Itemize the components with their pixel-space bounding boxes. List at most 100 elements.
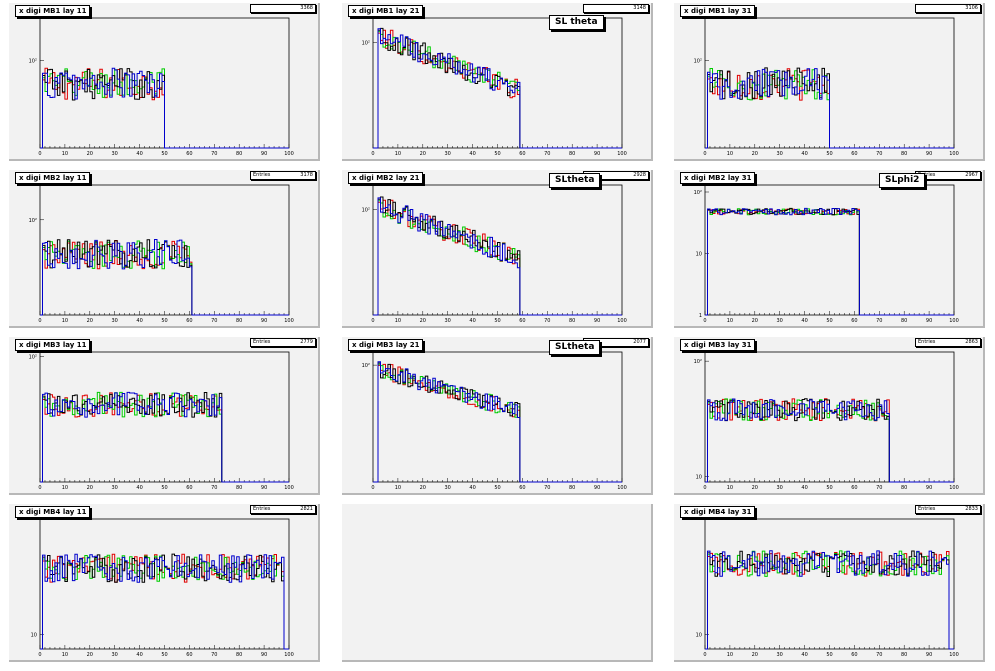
x-tick-label: 60 bbox=[186, 151, 192, 157]
x-tick-label: 70 bbox=[211, 151, 217, 157]
x-tick-label: 80 bbox=[569, 485, 575, 491]
superlayer-label: SLtheta bbox=[549, 173, 601, 188]
histogram-series bbox=[40, 553, 289, 650]
x-tick-label: 70 bbox=[876, 318, 882, 324]
x-tick-label: 20 bbox=[420, 318, 426, 324]
stats-value: 2967 bbox=[965, 172, 978, 178]
x-tick-label: 100 bbox=[617, 485, 627, 491]
histogram-series bbox=[705, 398, 954, 483]
x-tick-label: 100 bbox=[949, 485, 959, 491]
stats-box: Entries 2779 bbox=[250, 338, 316, 347]
x-tick-label: 80 bbox=[236, 652, 242, 658]
x-tick-label: 50 bbox=[826, 151, 832, 157]
stats-key: Entries bbox=[918, 339, 936, 345]
histogram-svg: 0 10 20 30 40 50 60 70 80 90 100 10 bbox=[31, 518, 294, 658]
histogram-svg: 0 10 20 30 40 50 60 70 80 90 100 10² 10 1 bbox=[694, 184, 959, 324]
x-tick-label: 30 bbox=[445, 318, 451, 324]
y-tick-label: 10² bbox=[694, 359, 702, 365]
histogram-title: x digi MB3 lay 11 bbox=[15, 339, 91, 351]
histogram-pad: 0 10 20 30 40 50 60 70 80 90 100 10² 10 1 x digi MB2 l… bbox=[674, 170, 985, 328]
x-tick-label: 0 bbox=[371, 318, 374, 324]
x-tick-label: 50 bbox=[161, 485, 167, 491]
y-tick-label: 1 bbox=[699, 313, 702, 319]
x-tick-label: 70 bbox=[876, 485, 882, 491]
x-tick-label: 60 bbox=[519, 151, 525, 157]
x-tick-label: 80 bbox=[901, 318, 907, 324]
x-tick-label: 100 bbox=[949, 652, 959, 658]
x-tick-label: 40 bbox=[801, 151, 807, 157]
histogram-pad: 0 10 20 30 40 50 60 70 80 90 100 10² x digi MB2 lay … bbox=[342, 170, 653, 328]
x-tick-label: 70 bbox=[211, 652, 217, 658]
histogram-svg: 0 10 20 30 40 50 60 70 80 90 100 10² bbox=[362, 17, 627, 157]
x-tick-label: 40 bbox=[469, 151, 475, 157]
y-tick-label: 10² bbox=[362, 363, 370, 369]
x-tick-label: 50 bbox=[494, 318, 500, 324]
y-tick-label: 10² bbox=[362, 207, 370, 213]
x-tick-label: 90 bbox=[926, 485, 932, 491]
stats-box: Entries 2821 bbox=[250, 505, 316, 514]
plot-frame bbox=[704, 518, 955, 650]
x-tick-label: 20 bbox=[87, 151, 93, 157]
x-tick-label: 10 bbox=[727, 318, 733, 324]
x-tick-label: 40 bbox=[469, 318, 475, 324]
x-tick-label: 10 bbox=[62, 485, 68, 491]
histogram-series bbox=[373, 361, 622, 483]
x-tick-label: 60 bbox=[851, 652, 857, 658]
x-tick-label: 70 bbox=[876, 151, 882, 157]
x-tick-label: 0 bbox=[703, 652, 706, 658]
x-tick-label: 0 bbox=[38, 151, 41, 157]
x-tick-label: 30 bbox=[445, 485, 451, 491]
histogram-series bbox=[373, 197, 622, 316]
histogram-svg: 0 10 20 30 40 50 60 70 80 90 100 10² bbox=[362, 351, 627, 491]
histogram-title: x digi MB2 lay 21 bbox=[348, 172, 424, 184]
x-tick-label: 10 bbox=[395, 485, 401, 491]
plot-frame bbox=[372, 351, 623, 483]
x-tick-label: 100 bbox=[284, 318, 294, 324]
x-tick-label: 40 bbox=[801, 485, 807, 491]
x-tick-label: 40 bbox=[136, 318, 142, 324]
x-tick-label: 80 bbox=[569, 151, 575, 157]
x-tick-label: 20 bbox=[87, 485, 93, 491]
histogram-series bbox=[705, 68, 954, 149]
histogram-pad: 0 10 20 30 40 50 60 70 80 90 100 10 x digi MB4 lay 3… bbox=[674, 504, 985, 662]
x-tick-label: 90 bbox=[261, 151, 267, 157]
x-tick-label: 60 bbox=[851, 318, 857, 324]
histogram-series bbox=[705, 550, 954, 650]
histogram-series bbox=[40, 391, 289, 483]
x-tick-label: 70 bbox=[211, 318, 217, 324]
x-tick-label: 20 bbox=[752, 151, 758, 157]
x-tick-label: 30 bbox=[112, 652, 118, 658]
y-tick-label: 10 bbox=[696, 633, 702, 639]
histogram-title: x digi MB1 lay 21 bbox=[348, 5, 424, 17]
x-tick-label: 10 bbox=[62, 652, 68, 658]
stats-value: 3368 bbox=[300, 5, 313, 11]
x-tick-label: 100 bbox=[617, 318, 627, 324]
x-tick-label: 90 bbox=[261, 318, 267, 324]
histogram-pad: 0 10 20 30 40 50 60 70 80 90 100 10² x digi MB1 lay … bbox=[674, 3, 985, 161]
x-tick-label: 90 bbox=[926, 318, 932, 324]
histogram-title: x digi MB1 lay 11 bbox=[15, 5, 91, 17]
histogram-pad: 0 10 20 30 40 50 60 70 80 90 100 10² x digi MB3 lay … bbox=[342, 337, 653, 495]
x-tick-label: 80 bbox=[236, 485, 242, 491]
x-tick-label: 80 bbox=[901, 485, 907, 491]
stats-key: Entries bbox=[253, 339, 271, 345]
x-tick-label: 30 bbox=[777, 485, 783, 491]
y-tick-label: 10² bbox=[29, 355, 37, 361]
x-tick-label: 30 bbox=[112, 151, 118, 157]
stats-value: 2077 bbox=[633, 339, 646, 345]
stats-value: 3178 bbox=[300, 172, 313, 178]
superlayer-label: SL theta bbox=[549, 15, 604, 30]
x-tick-label: 50 bbox=[826, 485, 832, 491]
histogram-series bbox=[40, 67, 289, 149]
x-tick-label: 30 bbox=[777, 652, 783, 658]
x-tick-label: 90 bbox=[926, 652, 932, 658]
x-tick-label: 80 bbox=[901, 652, 907, 658]
histogram-svg: 0 10 20 30 40 50 60 70 80 90 100 10² bbox=[29, 17, 294, 157]
y-tick-label: 10² bbox=[694, 58, 702, 64]
histogram-title: x digi MB2 lay 11 bbox=[15, 172, 91, 184]
x-tick-label: 40 bbox=[136, 652, 142, 658]
x-tick-label: 50 bbox=[161, 151, 167, 157]
y-tick-label: 10 bbox=[696, 475, 702, 481]
x-tick-label: 30 bbox=[777, 318, 783, 324]
x-tick-label: 100 bbox=[949, 151, 959, 157]
